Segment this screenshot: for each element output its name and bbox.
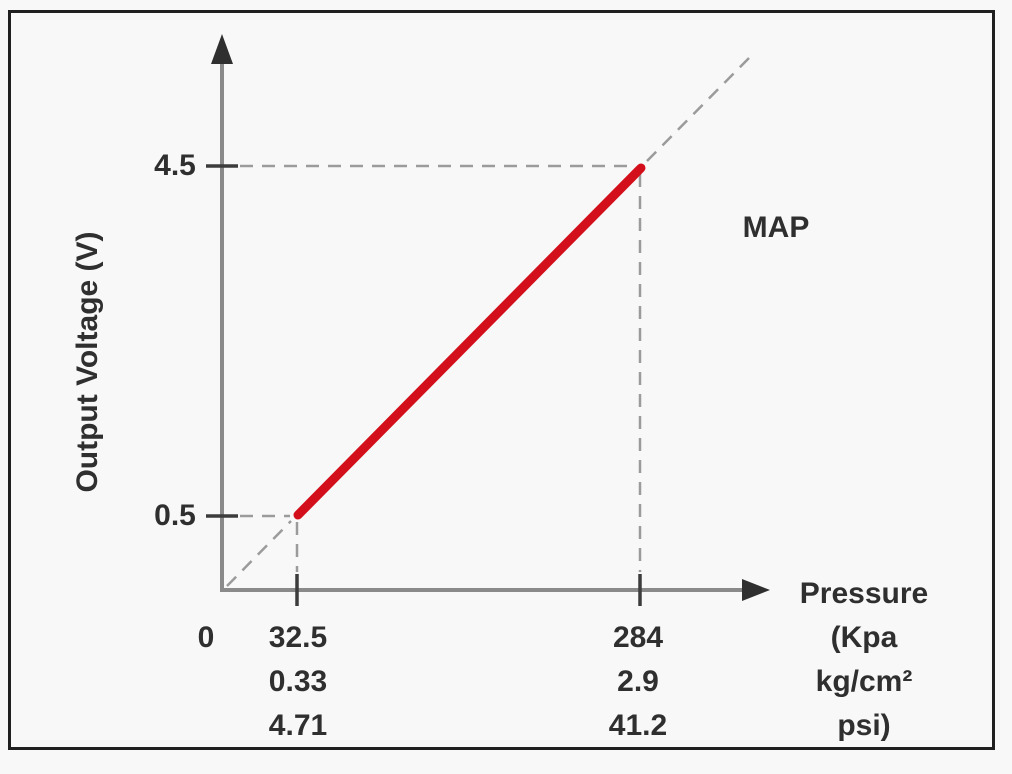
- y-tick-label-4-5: 4.5: [154, 149, 196, 182]
- y-tick-label-0-5: 0.5: [154, 499, 196, 532]
- dashed-extrapolation-lower: [226, 520, 292, 587]
- x-tick-label-group-low: 32.5 0.33 4.71: [269, 616, 327, 748]
- x-tick-label-2-9-kgcm2: 2.9: [617, 665, 659, 698]
- x-axis-title-kgcm2: kg/cm²: [815, 665, 913, 698]
- x-tick-label-41-2-psi: 41.2: [608, 709, 668, 742]
- y-axis-arrowhead-icon: [211, 34, 233, 64]
- x-axis-arrowhead-icon: [742, 579, 770, 601]
- x-tick-label-zero: 0: [197, 621, 215, 654]
- x-tick-label-32-5-kpa: 32.5: [268, 621, 328, 654]
- x-tick-label-0-33-kgcm2: 0.33: [268, 665, 328, 698]
- map-sensor-response-line: [293, 163, 646, 520]
- x-tick-label-284-kpa: 284: [612, 621, 664, 654]
- x-axis-title-kpa: (Kpa: [830, 621, 898, 654]
- y-axis-title: Output Voltage (V): [71, 231, 104, 493]
- x-axis-title-psi: psi): [837, 709, 891, 742]
- dashed-extrapolation-upper: [646, 57, 750, 162]
- x-tick-label-group-high: 284 2.9 41.2: [609, 616, 667, 748]
- x-tick-label-4-71-psi: 4.71: [268, 709, 328, 742]
- x-axis-title: Pressure (Kpa kg/cm² psi): [800, 572, 928, 748]
- chart-outer-border: [8, 10, 995, 750]
- series-label-map: MAP: [742, 211, 810, 244]
- x-axis-title-pressure: Pressure: [799, 577, 929, 610]
